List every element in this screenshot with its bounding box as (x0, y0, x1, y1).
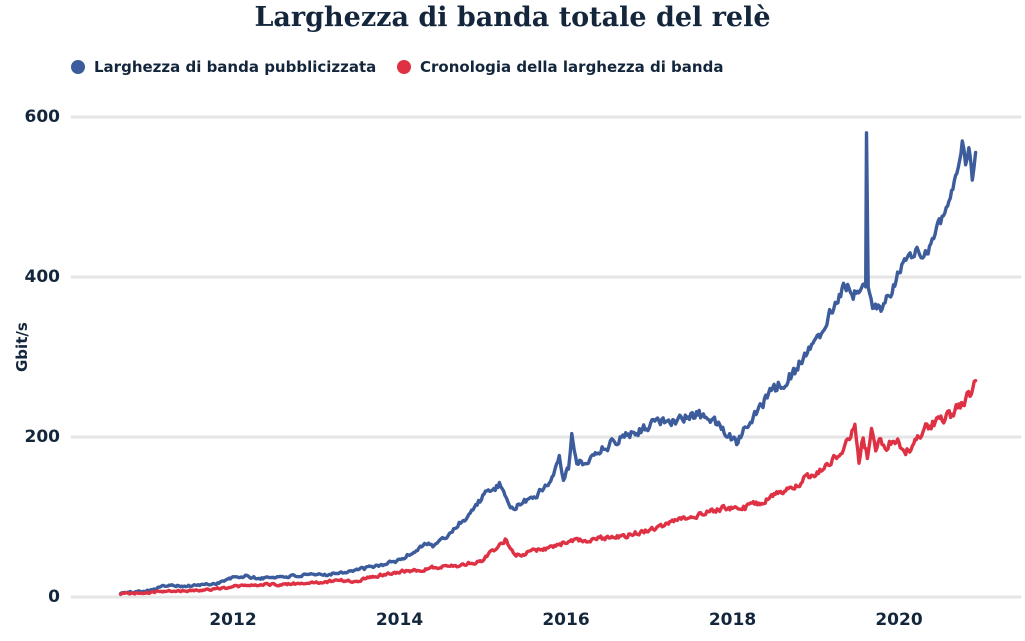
x-axis-tick-label: 2020 (875, 610, 923, 630)
y-axis-tick-label: 400 (24, 267, 61, 287)
y-axis-tick-label: 0 (48, 587, 60, 607)
series-line-bandwidth-history (118, 378, 978, 597)
legend-dot-advertised-icon (71, 60, 85, 74)
x-axis-tick-label: 2014 (375, 610, 424, 630)
legend-item-bandwidth-history: Cronologia della larghezza di banda (397, 58, 723, 76)
legend-label-bandwidth-history: Cronologia della larghezza di banda (420, 58, 724, 76)
x-axis-tick-label: 2016 (542, 610, 590, 630)
chart-title: Larghezza di banda totale del relè (254, 2, 771, 33)
y-axis-tick-label: 200 (24, 427, 61, 447)
legend-item-advertised-bandwidth: Larghezza di banda pubblicizzata (71, 58, 376, 76)
series-line-advertised-bandwidth (118, 131, 978, 596)
legend-label-advertised-bandwidth: Larghezza di banda pubblicizzata (94, 58, 377, 76)
x-axis-tick-label: 2012 (209, 610, 257, 630)
legend-dot-history-icon (397, 60, 411, 74)
x-axis-tick-label: 2018 (708, 610, 757, 630)
y-axis-tick-label: 600 (24, 107, 61, 127)
